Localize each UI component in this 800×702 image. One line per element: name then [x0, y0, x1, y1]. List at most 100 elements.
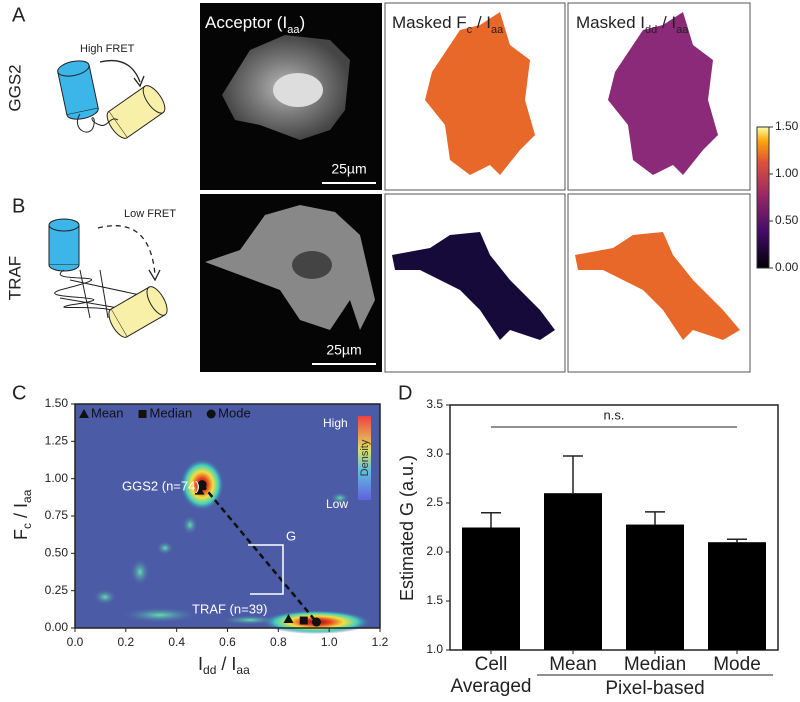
- y-tick-label: 3.5: [426, 397, 443, 411]
- y-tick-label: 1.0: [426, 642, 443, 656]
- acceptor-image: 25µm Acceptor (Iaa): [200, 3, 382, 190]
- x-tick-label: Mode: [713, 654, 761, 675]
- density-blob: [156, 541, 174, 555]
- title-part: Acceptor (I: [205, 13, 287, 32]
- masked-image: [567, 193, 751, 373]
- density-scale: [358, 416, 371, 500]
- masked-image: Masked Fc / Iaa: [384, 2, 566, 191]
- legend-label: Median: [150, 405, 193, 420]
- bar-chart: 1.0 1.5 2.0 2.5 3.0 3.5 Pixel-based n.s. Estimat…: [397, 397, 779, 699]
- legend-label: Mean: [91, 405, 124, 420]
- subscript: aa: [491, 24, 504, 36]
- label-part: / I: [11, 503, 31, 523]
- y-tick-label: 0.75: [45, 508, 69, 522]
- axis-label: Idd / Iaa: [198, 654, 250, 677]
- error-bar: [727, 538, 747, 543]
- subscript: aa: [20, 489, 34, 503]
- subscript: aa: [236, 663, 250, 677]
- density-low: Low: [326, 497, 348, 511]
- bar: [626, 524, 684, 650]
- significance-label: n.s.: [604, 407, 625, 422]
- marker-circle: [197, 480, 207, 490]
- x-tick-label: 0.2: [117, 635, 134, 649]
- legend-label: Mode: [218, 405, 251, 420]
- diagram-low-fret: Low FRET: [48, 208, 176, 338]
- image-title: Masked Idd / Iaa: [576, 13, 689, 35]
- x-tick-label: 1.2: [372, 635, 389, 649]
- error-bar: [563, 455, 583, 494]
- annotation: TRAF (n=39): [192, 601, 268, 616]
- density-blob: [130, 558, 150, 586]
- subscript: aa: [676, 24, 689, 36]
- image-title: Acceptor (Iaa): [205, 13, 305, 35]
- x-tick-label: 0.4: [168, 635, 185, 649]
- density-blob: [93, 589, 117, 605]
- label-part: I: [198, 654, 203, 674]
- title-part: / I: [657, 13, 676, 32]
- marker-square: [138, 410, 147, 418]
- marker-triangle: [283, 614, 294, 624]
- title-part: Masked I: [576, 13, 645, 32]
- y-tick-label: 0.50: [45, 546, 69, 560]
- label-part: F: [11, 529, 31, 540]
- y-tick-label: 0.00: [45, 620, 69, 634]
- panel-label: A: [12, 4, 26, 26]
- subscript: c: [20, 523, 34, 529]
- bar: [462, 527, 520, 650]
- density-blob: [330, 492, 350, 504]
- masked-image: Masked Idd / Iaa: [567, 2, 751, 191]
- colorbar-tick-label: 1.50: [775, 119, 799, 133]
- x-tick-label: 0.6: [219, 635, 236, 649]
- scale-bar-label: 25µm: [326, 342, 361, 358]
- y-tick-label: 2.0: [426, 544, 443, 558]
- y-tick-label: 3.0: [426, 446, 443, 460]
- annotation: GGS2 (n=74): [122, 478, 200, 493]
- fret-label: High FRET: [80, 43, 135, 55]
- bar: [544, 493, 602, 650]
- y-tick-label: 2.5: [426, 495, 443, 509]
- colorbar-tick-label: 0.50: [775, 213, 799, 227]
- title-part: Masked F: [392, 13, 467, 32]
- error-bar: [481, 512, 501, 528]
- y-tick-label: 1.25: [45, 434, 69, 448]
- subscript: aa: [287, 24, 300, 36]
- group-label: Pixel-based: [605, 678, 704, 699]
- row-label: TRAF: [5, 256, 24, 300]
- x-tick-label: Cell Averaged: [450, 654, 532, 697]
- density-blob: [120, 607, 200, 623]
- colorbar-ticks: 0.00 0.50 1.00 1.50: [769, 119, 799, 274]
- marker-circle: [311, 617, 321, 627]
- density-high: High: [323, 416, 348, 430]
- density-blob: [182, 515, 198, 535]
- subscript: dd: [203, 663, 216, 677]
- panel-label: B: [12, 195, 25, 217]
- marker-triangle: [79, 409, 89, 418]
- title-part: ): [299, 13, 305, 32]
- y-tick-label: 1.50: [45, 396, 69, 410]
- bar: [708, 542, 766, 650]
- y-tick-label: 1.00: [45, 471, 69, 485]
- diagram-high-fret: High FRET: [57, 43, 166, 139]
- colorbar: [756, 126, 770, 269]
- y-tick-label: 1.5: [426, 593, 443, 607]
- bracket: [248, 544, 284, 595]
- y-axis-label: Estimated G (a.u.): [397, 455, 417, 601]
- label-part: / I: [216, 654, 236, 674]
- acceptor-image: 25µm: [200, 194, 382, 372]
- error-bar: [645, 511, 665, 525]
- subscript: dd: [645, 24, 657, 36]
- axis-label: Fc / Iaa: [11, 489, 34, 540]
- annotation: G: [286, 528, 296, 543]
- row-label: GGS2: [5, 64, 24, 111]
- x-tick-label: Mean: [549, 654, 597, 675]
- x-tick-label: 1.0: [321, 635, 338, 649]
- colorbar-tick-label: 0.00: [775, 260, 799, 274]
- title-part: / I: [472, 13, 491, 32]
- panel-label: C: [12, 382, 26, 404]
- x-tick-label: 0.0: [67, 635, 84, 649]
- colorbar-tick-label: 1.00: [775, 166, 799, 180]
- masked-image: [384, 193, 566, 373]
- marker-circle: [206, 409, 216, 419]
